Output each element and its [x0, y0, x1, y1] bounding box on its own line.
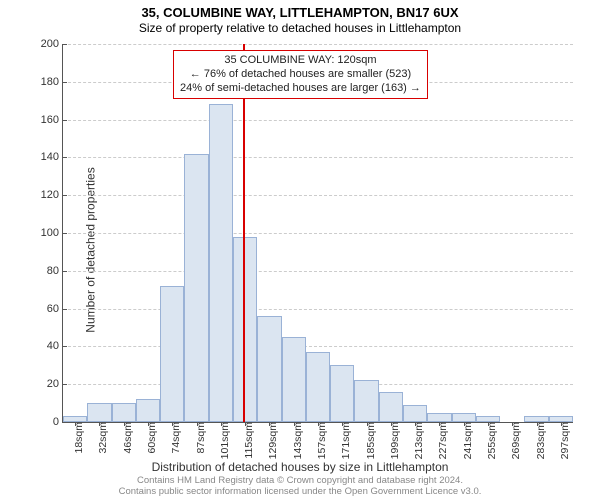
histogram-bar	[136, 399, 160, 422]
y-tick-label: 20	[29, 378, 63, 390]
plot-area: 02040608010012014016018020018sqm32sqm46s…	[62, 44, 573, 423]
x-tick-label: 227sqm	[435, 422, 449, 459]
x-tick-label: 74sqm	[168, 422, 182, 454]
histogram-bar	[112, 403, 136, 422]
gridline	[63, 157, 573, 158]
annotation-line: 24% of semi-detached houses are larger (…	[180, 82, 421, 96]
histogram-bar	[379, 392, 403, 422]
x-tick-label: 32sqm	[95, 422, 109, 454]
histogram-bar	[184, 154, 208, 422]
histogram-bar	[403, 405, 427, 422]
histogram-bar	[427, 413, 451, 422]
gridline	[63, 44, 573, 45]
histogram-bar	[354, 380, 378, 422]
y-tick-label: 180	[29, 76, 63, 88]
x-tick-label: 143sqm	[290, 422, 304, 459]
gridline	[63, 233, 573, 234]
x-tick-label: 269sqm	[508, 422, 522, 459]
footer-attribution: Contains HM Land Registry data © Crown c…	[0, 476, 600, 498]
histogram-bar	[257, 316, 281, 422]
gridline	[63, 309, 573, 310]
x-tick-label: 18sqm	[71, 422, 85, 454]
y-tick-label: 140	[29, 151, 63, 163]
x-tick-label: 101sqm	[217, 422, 231, 459]
gridline	[63, 271, 573, 272]
histogram-bar	[330, 365, 354, 422]
histogram-bar	[282, 337, 306, 422]
x-tick-label: 283sqm	[533, 422, 547, 459]
x-tick-label: 171sqm	[338, 422, 352, 459]
y-tick-label: 160	[29, 114, 63, 126]
histogram-bar	[87, 403, 111, 422]
x-tick-label: 255sqm	[484, 422, 498, 459]
annotation-box: 35 COLUMBINE WAY: 120sqm ← 76% of detach…	[173, 50, 428, 99]
histogram-bar	[233, 237, 257, 422]
gridline	[63, 195, 573, 196]
x-axis-label: Distribution of detached houses by size …	[0, 460, 600, 474]
y-tick-label: 120	[29, 189, 63, 201]
footer-line: Contains public sector information licen…	[0, 487, 600, 498]
x-tick-label: 213sqm	[411, 422, 425, 459]
y-tick-label: 200	[29, 38, 63, 50]
x-tick-label: 297sqm	[557, 422, 571, 459]
chart-container: 35, COLUMBINE WAY, LITTLEHAMPTON, BN17 6…	[0, 0, 600, 500]
histogram-bar	[452, 413, 476, 422]
x-tick-label: 185sqm	[363, 422, 377, 459]
x-tick-label: 46sqm	[120, 422, 134, 454]
chart-subtitle: Size of property relative to detached ho…	[0, 20, 600, 35]
annotation-line: ← 76% of detached houses are smaller (52…	[180, 68, 421, 82]
histogram-bar	[209, 104, 233, 422]
x-tick-label: 199sqm	[387, 422, 401, 459]
x-tick-label: 60sqm	[144, 422, 158, 454]
gridline	[63, 120, 573, 121]
x-tick-label: 157sqm	[314, 422, 328, 459]
chart-title: 35, COLUMBINE WAY, LITTLEHAMPTON, BN17 6…	[0, 0, 600, 20]
x-tick-label: 115sqm	[241, 422, 255, 459]
x-tick-label: 129sqm	[265, 422, 279, 459]
y-tick-label: 60	[29, 303, 63, 315]
gridline	[63, 346, 573, 347]
y-tick-label: 40	[29, 340, 63, 352]
annotation-line: 35 COLUMBINE WAY: 120sqm	[180, 54, 421, 68]
histogram-bar	[306, 352, 330, 422]
property-marker-line	[243, 44, 245, 422]
y-tick-label: 100	[29, 227, 63, 239]
x-tick-label: 241sqm	[460, 422, 474, 459]
histogram-bar	[160, 286, 184, 422]
x-tick-label: 87sqm	[193, 422, 207, 454]
y-tick-label: 80	[29, 265, 63, 277]
y-tick-label: 0	[29, 416, 63, 428]
